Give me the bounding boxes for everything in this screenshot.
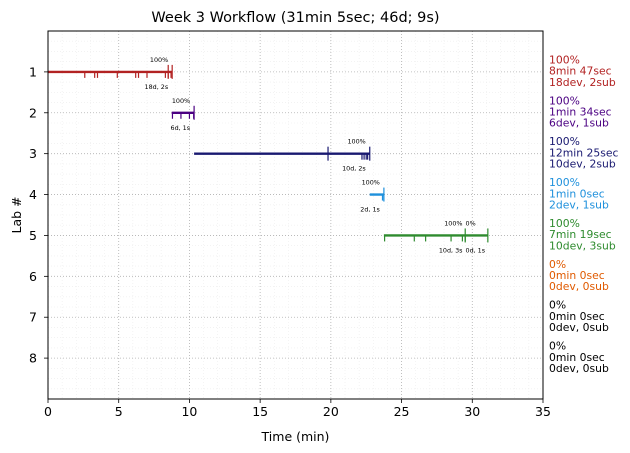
lab-3-count-label: 10d, 2s [342, 165, 366, 173]
x-tick-label: 5 [115, 404, 123, 419]
y-tick-label: 1 [29, 64, 37, 79]
y-tick-label: 3 [29, 146, 37, 161]
x-axis-label: Time (min) [261, 429, 330, 444]
lab-2-side-label-2: 1min 34sec [549, 105, 612, 118]
y-tick-label: 7 [29, 310, 37, 325]
lab-8-side-label-1: 0% [549, 340, 566, 353]
lab-4-side-label-1: 100% [549, 176, 580, 189]
y-tick-label: 8 [29, 351, 37, 366]
lab-3-side-label-2: 12min 25sec [549, 146, 619, 159]
ticks-layer: 0 5 10 15 20 25 30 35 1 2 3 4 5 6 7 8 [29, 64, 551, 419]
lab-5-percent-label-2: 0% [466, 219, 476, 227]
lab-2-side-label-3: 6dev, 1sub [549, 117, 609, 130]
x-tick-label: 25 [394, 404, 410, 419]
lab-5-side-label-1: 100% [549, 217, 580, 230]
lab-7-side-label-2: 0min 0sec [549, 310, 605, 323]
x-tick-label: 20 [323, 404, 339, 419]
lab-6-side-label-1: 0% [549, 258, 566, 271]
lab-4-side-label-2: 1min 0sec [549, 187, 605, 200]
lab-6-side-label-3: 0dev, 0sub [549, 280, 609, 293]
lab-7-side-label-1: 0% [549, 299, 566, 312]
y-tick-label: 2 [29, 105, 37, 120]
lab-7-side-label-3: 0dev, 0sub [549, 321, 609, 334]
lab-5-count-label-2: 0d, 1s [466, 246, 486, 254]
x-tick-label: 15 [252, 404, 268, 419]
lab-8-side-label-2: 0min 0sec [549, 351, 605, 364]
lab-4-side-label-3: 2dev, 1sub [549, 198, 609, 211]
lab-1-side-label-2: 8min 47sec [549, 65, 612, 78]
lab-1-side-label-3: 18dev, 2sub [549, 76, 616, 89]
lab-5-side-label-2: 7min 19sec [549, 228, 612, 241]
x-tick-label: 0 [44, 404, 52, 419]
lab-3-percent-label: 100% [347, 138, 365, 146]
lab-1-side-label-1: 100% [549, 53, 580, 66]
lab-6-side-label-2: 0min 0sec [549, 269, 605, 282]
lab-1-count-label: 18d, 2s [145, 83, 169, 91]
x-tick-label: 10 [181, 404, 197, 419]
lab-2-count-label: 6d, 1s [171, 124, 191, 132]
lab-3-side-label-1: 100% [549, 135, 580, 148]
chart-title: Week 3 Workflow (31min 5sec; 46d; 9s) [151, 10, 439, 26]
lab-2-percent-label: 100% [172, 97, 190, 105]
lab-5-percent-label: 100% [444, 219, 462, 227]
lab-2-side-label-1: 100% [549, 94, 580, 107]
plot-frame [47, 30, 544, 400]
x-tick-label: 30 [464, 404, 480, 419]
y-tick-label: 5 [29, 228, 37, 243]
y-tick-label: 6 [29, 269, 37, 284]
lab-5-side-label-3: 10dev, 3sub [549, 239, 616, 252]
lab-3-side-label-3: 10dev, 2sub [549, 158, 616, 171]
lab-5-count-label: 10d, 3s [439, 246, 463, 254]
grid-layer [47, 31, 544, 399]
y-tick-label: 4 [29, 187, 37, 202]
lab-4-percent-label: 100% [362, 179, 380, 187]
lab-4-count-label: 2d, 1s [360, 206, 380, 214]
lab-8-side-label-3: 0dev, 0sub [549, 362, 609, 375]
x-tick-label: 35 [535, 404, 551, 419]
lab-1-percent-label: 100% [150, 56, 168, 64]
y-axis-label: Lab # [9, 196, 24, 233]
